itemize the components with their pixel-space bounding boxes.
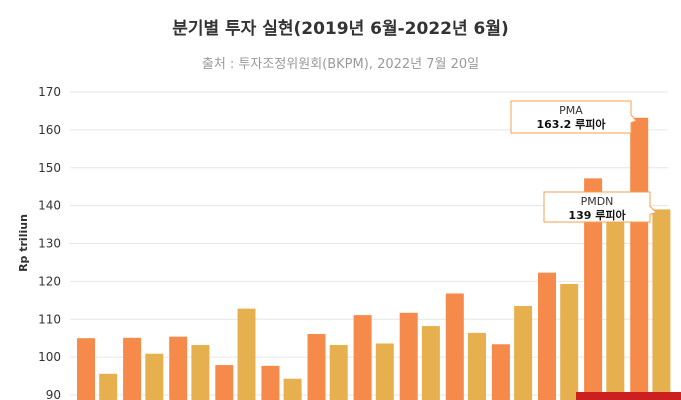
footer-bar bbox=[576, 392, 681, 400]
bar-pma-8[interactable] bbox=[399, 312, 418, 400]
y-tick-label: 150 bbox=[38, 161, 61, 175]
bar-pmdn-9[interactable] bbox=[468, 332, 486, 400]
bar-pma-13[interactable] bbox=[630, 117, 649, 400]
bar-pma-12[interactable] bbox=[584, 178, 603, 400]
bar-pma-6[interactable] bbox=[307, 334, 326, 400]
y-tick-label: 130 bbox=[38, 237, 61, 251]
y-tick-label: 170 bbox=[38, 85, 61, 99]
callout-value: 139 루피아 bbox=[568, 208, 626, 222]
chart-subtitle: 출처 : 투자조정위원회(BKPM), 2022년 7월 20일 bbox=[201, 57, 480, 72]
bar-pma-9[interactable] bbox=[445, 293, 464, 400]
footer-strip bbox=[576, 392, 681, 400]
bar-pma-5[interactable] bbox=[261, 365, 280, 400]
bar-pmdn-10[interactable] bbox=[514, 305, 533, 400]
bar-pmdn-6[interactable] bbox=[329, 345, 348, 400]
bar-pma-4[interactable] bbox=[215, 365, 234, 400]
chart-title: 분기별 투자 실현(2019년 6월-2022년 6월) bbox=[172, 19, 509, 39]
callout-series-name: PMA bbox=[559, 104, 583, 117]
bar-pma-11[interactable] bbox=[538, 272, 556, 400]
bars bbox=[77, 117, 671, 400]
bar-pmdn-4[interactable] bbox=[237, 308, 256, 400]
bar-pmdn-5[interactable] bbox=[283, 378, 302, 400]
bar-pmdn-1[interactable] bbox=[99, 373, 118, 400]
bar-pma-3[interactable] bbox=[169, 336, 188, 400]
bar-pmdn-2[interactable] bbox=[145, 353, 164, 400]
y-tick-label: 90 bbox=[46, 388, 61, 400]
y-tick-label: 110 bbox=[38, 312, 61, 326]
callout-box bbox=[543, 191, 658, 223]
y-axis: 90 100 110 120 130 140 150 160 170 bbox=[38, 85, 61, 400]
bar-pmdn-11[interactable] bbox=[560, 284, 579, 400]
bar-pmdn-8[interactable] bbox=[421, 326, 440, 400]
y-tick-label: 160 bbox=[38, 123, 61, 137]
bar-pmdn-7[interactable] bbox=[375, 343, 394, 400]
bar-pmdn-12[interactable] bbox=[606, 221, 625, 400]
bar-pma-2[interactable] bbox=[123, 337, 142, 400]
bar-pmdn-13[interactable] bbox=[652, 209, 671, 400]
bar-pma-10[interactable] bbox=[491, 344, 510, 400]
y-tick-label: 120 bbox=[38, 274, 61, 288]
y-tick-label: 140 bbox=[38, 199, 61, 213]
callout-series-name: PMDN bbox=[581, 195, 614, 208]
bar-pmdn-3[interactable] bbox=[191, 345, 210, 400]
bar-pma-7[interactable] bbox=[353, 315, 372, 400]
callout-box bbox=[510, 100, 638, 134]
callout-value: 163.2 루피아 bbox=[537, 117, 607, 131]
bar-pma-1[interactable] bbox=[77, 338, 95, 400]
y-axis-label: Rp triliun bbox=[17, 214, 30, 272]
y-tick-label: 100 bbox=[38, 350, 61, 364]
